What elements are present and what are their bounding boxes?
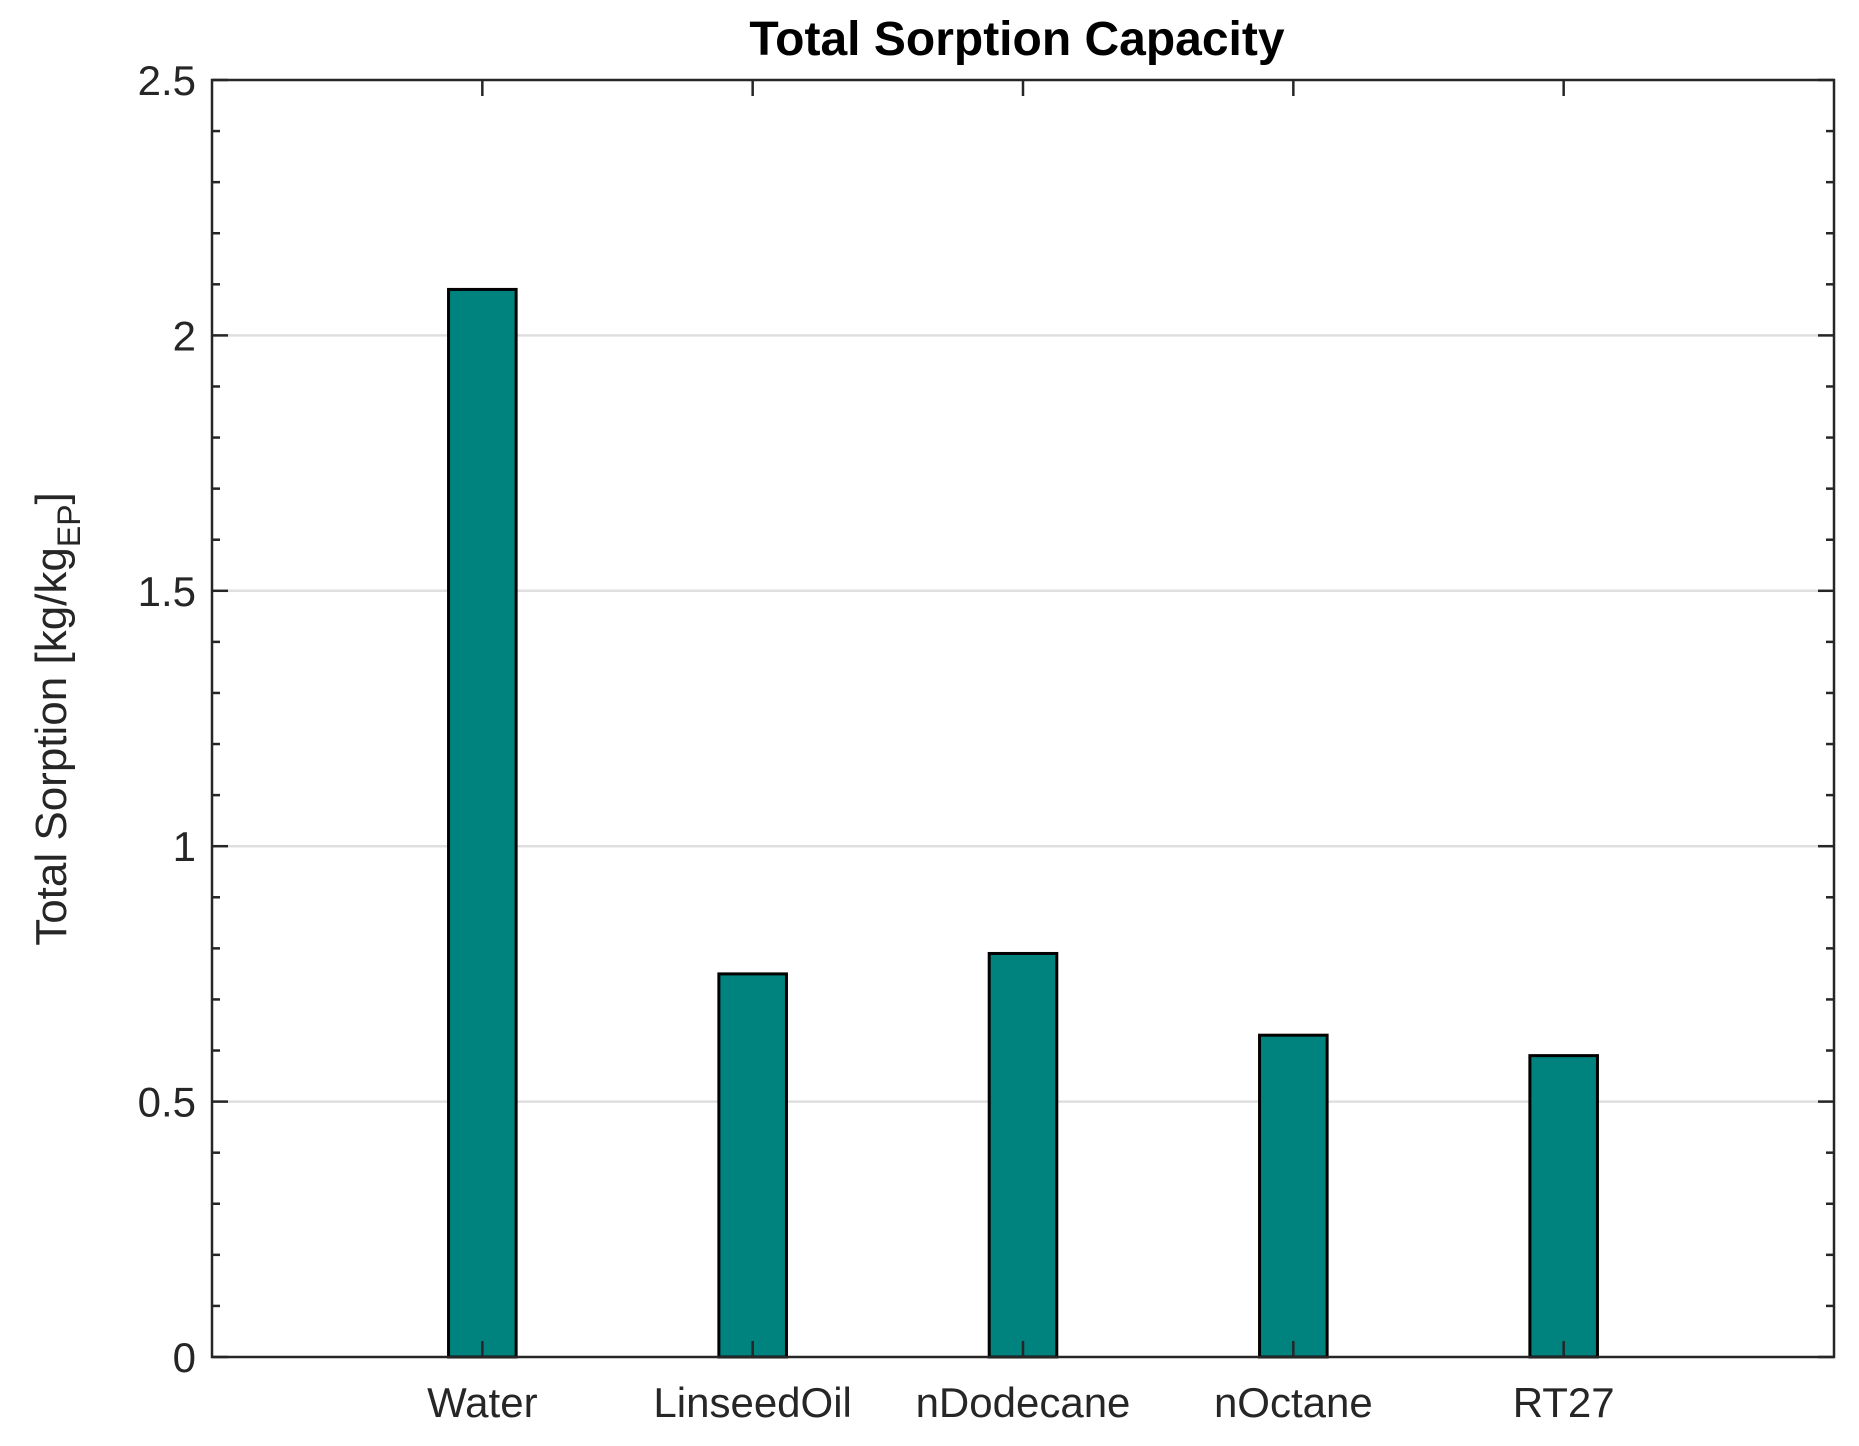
y-tick-label-2: 1 xyxy=(173,823,196,870)
y-axis-label-subscript: EP xyxy=(51,504,87,547)
y-tick-labels: 0 0.5 1 1.5 2 2.5 xyxy=(138,57,196,1381)
x-tick-label-rt27: RT27 xyxy=(1513,1379,1615,1426)
x-tick-label-ndodecane: nDodecane xyxy=(916,1379,1131,1426)
y-tick-label-3: 1.5 xyxy=(138,568,196,615)
axis-ticks xyxy=(212,78,1834,1359)
y-tick-label-5: 2.5 xyxy=(138,57,196,104)
bar-noctane xyxy=(1258,1033,1329,1359)
x-tick-label-water: Water xyxy=(427,1379,537,1426)
bar-rt27 xyxy=(1528,1054,1599,1359)
x-tick-labels: Water LinseedOil nDodecane nOctane RT27 xyxy=(427,1379,1615,1426)
y-tick-label-4: 2 xyxy=(173,312,196,359)
y-tick-label-0: 0 xyxy=(173,1334,196,1381)
y-axis-label: Total Sorption [kg/kgEP] xyxy=(27,492,87,946)
y-axis-label-close: ] xyxy=(27,492,76,504)
bar-ndodecane xyxy=(987,951,1059,1359)
y-axis-label-main: Total Sorption [kg/kg xyxy=(27,547,76,946)
x-tick-label-linseedoil: LinseedOil xyxy=(653,1379,851,1426)
chart-title: Total Sorption Capacity xyxy=(749,13,1284,66)
y-tick-label-1: 0.5 xyxy=(138,1079,196,1126)
bars xyxy=(447,287,1599,1359)
bar-linseedoil xyxy=(717,972,788,1359)
bar-water xyxy=(447,287,518,1359)
x-tick-label-noctane: nOctane xyxy=(1214,1379,1373,1426)
